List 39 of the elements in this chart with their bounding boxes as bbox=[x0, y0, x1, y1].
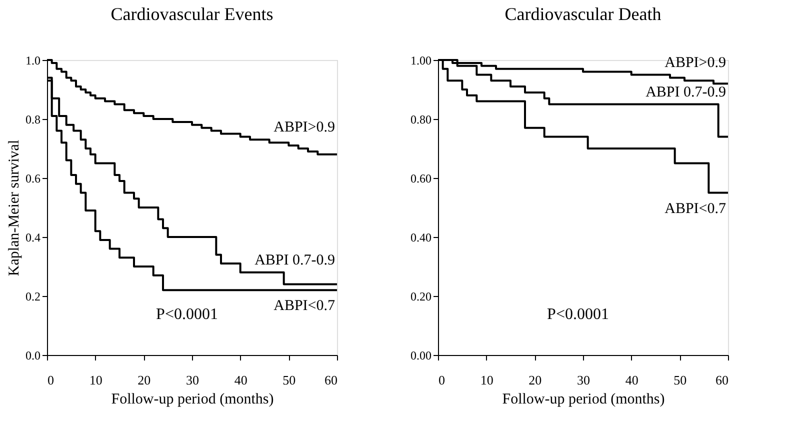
series-label: ABPI>0.9 bbox=[664, 54, 726, 71]
x-axis-title: Follow-up period (months) bbox=[111, 392, 274, 408]
series-label: ABPI 0.7-0.9 bbox=[254, 252, 335, 268]
x-tick-label: 0 bbox=[48, 372, 54, 388]
series-label: ABPI>0.9 bbox=[274, 120, 335, 136]
x-tick-label: 40 bbox=[625, 372, 638, 388]
chart-title: Cardiovascular Events bbox=[110, 4, 274, 24]
x-tick-label: 10 bbox=[480, 372, 494, 388]
x-tick-label: 60 bbox=[324, 372, 338, 388]
x-tick-label: 50 bbox=[674, 372, 687, 388]
annotation: P<0.0001 bbox=[156, 306, 218, 323]
y-tick-label: 0.2 bbox=[26, 290, 40, 304]
x-axis-title: Follow-up period (months) bbox=[502, 392, 665, 408]
x-tick-label: 20 bbox=[138, 372, 151, 388]
x-tick-label: 60 bbox=[716, 372, 728, 388]
y-tick-label: 0.4 bbox=[26, 230, 40, 244]
series-label: ABPI<0.7 bbox=[664, 200, 726, 217]
y-tick-label: 0.00 bbox=[410, 348, 432, 362]
x-tick-label: 20 bbox=[528, 372, 542, 388]
y-tick-label: 0.40 bbox=[410, 230, 432, 244]
y-tick-label: 0.20 bbox=[410, 290, 432, 304]
y-tick-label: 0.8 bbox=[26, 112, 40, 126]
x-tick-label: 0 bbox=[438, 372, 445, 388]
x-tick-label: 10 bbox=[89, 372, 102, 388]
x-tick-label: 40 bbox=[234, 372, 248, 388]
y-axis-title: Kaplan-Meier survival bbox=[6, 140, 22, 276]
x-tick-label: 30 bbox=[577, 372, 590, 388]
y-tick-label: 1.00 bbox=[410, 54, 432, 68]
y-tick-label: 0.60 bbox=[410, 172, 432, 186]
y-tick-label: 0.80 bbox=[410, 112, 432, 126]
y-tick-label: 0.6 bbox=[26, 172, 40, 186]
y-tick-label: 1.0 bbox=[26, 54, 40, 68]
x-tick-label: 50 bbox=[282, 372, 296, 388]
chart-title: Cardiovascular Death bbox=[504, 4, 662, 24]
series-label: ABPI<0.7 bbox=[274, 298, 336, 314]
x-tick-label: 30 bbox=[186, 372, 199, 388]
annotation: P<0.0001 bbox=[547, 306, 609, 323]
y-tick-label: 0.0 bbox=[26, 348, 40, 362]
series-label: ABPI 0.7-0.9 bbox=[646, 84, 726, 100]
